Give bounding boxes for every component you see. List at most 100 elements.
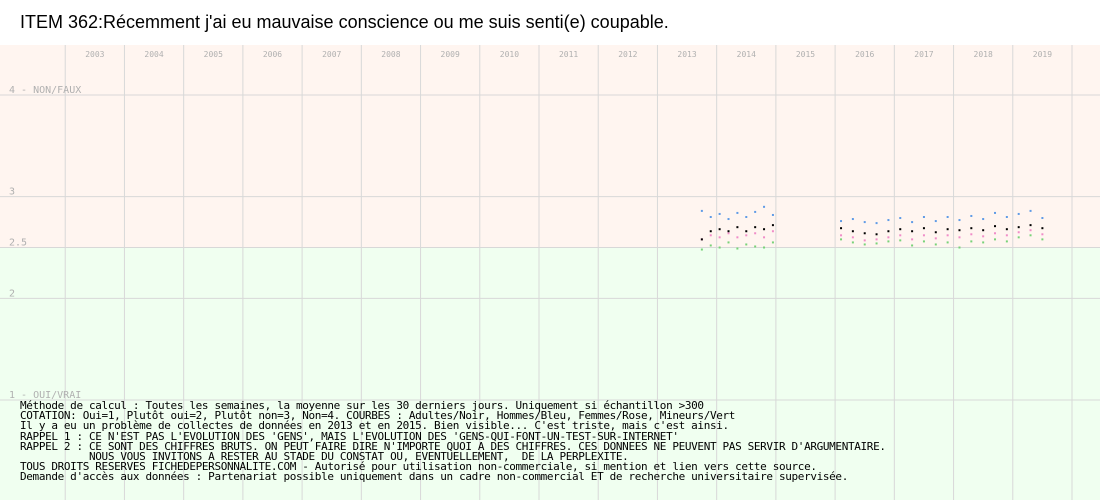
data-point [1041, 227, 1044, 230]
data-point [982, 241, 985, 244]
x-tick-label: 2014 [737, 50, 756, 59]
note-copyright: TOUS DROITS RESERVES FICHEDEPERSONNALITE… [20, 460, 817, 474]
data-point [718, 228, 721, 231]
data-point [1005, 234, 1008, 237]
x-tick-label: 2005 [204, 50, 223, 59]
x-tick-label: 2017 [914, 50, 933, 59]
data-point [1017, 236, 1020, 239]
chart-gridlines [0, 45, 1100, 500]
data-point [754, 226, 757, 229]
x-tick-label: 2015 [796, 50, 815, 59]
data-point [851, 241, 854, 244]
data-point [763, 246, 766, 249]
data-point [934, 231, 937, 234]
data-point [736, 247, 739, 250]
note-cotation: COTATION: Oui=1, Plutôt oui=2, Plutôt no… [20, 409, 736, 423]
data-point [718, 236, 721, 239]
data-point [863, 221, 866, 224]
data-point [840, 220, 843, 223]
x-axis-tick-labels: 2003 2004 2005 2006 2007 2008 2009 2010 2011 2012… [85, 50, 1052, 59]
data-point [771, 241, 774, 244]
data-point [771, 230, 774, 233]
x-tick-label: 2018 [974, 50, 993, 59]
data-point [700, 238, 703, 241]
series-hommes [700, 205, 1044, 225]
note-rappel-2: RAPPEL 2 : CE SONT DES CHIFFRES BRUTS. O… [20, 439, 886, 453]
data-point [727, 241, 730, 244]
series-femmes [700, 229, 1044, 242]
data-point [911, 230, 914, 233]
data-point [745, 234, 748, 237]
data-point [709, 244, 712, 247]
data-point [970, 233, 973, 236]
data-point [946, 241, 949, 244]
data-point [958, 236, 961, 239]
data-point [851, 218, 854, 221]
data-point [709, 216, 712, 218]
data-point [700, 209, 703, 212]
data-point [851, 230, 854, 233]
data-point [763, 205, 766, 208]
data-point [1029, 229, 1032, 232]
note-rappel-1: RAPPEL 1 : CE N'EST PAS L'EVOLUTION DES … [20, 429, 679, 443]
data-point [754, 245, 757, 248]
data-point [1029, 224, 1032, 227]
y-tick-label: 3 [9, 187, 15, 198]
data-point [922, 234, 925, 237]
data-point [727, 232, 730, 235]
data-point [745, 216, 748, 218]
data-point [1041, 233, 1044, 236]
data-point [1029, 209, 1032, 212]
data-point [899, 217, 902, 220]
data-point [1017, 226, 1020, 229]
data-point [727, 230, 730, 233]
data-point [718, 246, 721, 249]
data-point [709, 234, 712, 237]
y-tick-label: 4 - NON/FAUX [9, 85, 81, 96]
chart-title: ITEM 362:Récemment j'ai eu mauvaise cons… [20, 12, 669, 32]
data-point [922, 227, 925, 230]
data-point [863, 239, 866, 242]
data-point [994, 225, 997, 228]
x-tick-label: 2010 [500, 50, 519, 59]
data-point [736, 236, 739, 239]
data-point [875, 222, 878, 225]
x-tick-label: 2004 [144, 50, 163, 59]
data-point [946, 228, 949, 231]
x-tick-label: 2019 [1033, 50, 1052, 59]
data-point [763, 236, 766, 239]
data-point [887, 236, 890, 239]
data-point [875, 233, 878, 236]
data-point [958, 219, 961, 222]
data-point [771, 213, 774, 216]
data-point [934, 220, 937, 223]
chart-series-points [700, 205, 1044, 251]
data-point [727, 218, 730, 221]
data-point [840, 227, 843, 230]
x-tick-label: 2011 [559, 50, 578, 59]
data-point [1005, 216, 1008, 218]
data-point [994, 232, 997, 235]
data-point [887, 240, 890, 243]
data-point [922, 240, 925, 243]
data-point [736, 226, 739, 229]
data-point [718, 212, 721, 215]
data-point [994, 238, 997, 241]
data-point [911, 221, 914, 224]
data-point [863, 243, 866, 246]
data-point [736, 211, 739, 214]
y-axis-tick-labels: 4 - NON/FAUX 3 2.5 2 1 - OUI/VRAI [9, 85, 81, 401]
x-tick-label: 2009 [441, 50, 460, 59]
data-point [745, 243, 748, 246]
data-point [982, 235, 985, 238]
data-point [899, 228, 902, 231]
data-point [1005, 228, 1008, 231]
data-point [946, 216, 949, 218]
data-point [771, 224, 774, 227]
data-point [946, 234, 949, 237]
x-tick-label: 2013 [677, 50, 696, 59]
note-collection-problem: Il y a eu un problème de collectes de do… [20, 419, 729, 433]
methodology-notes: Méthode de calcul : Toutes les semaines,… [20, 400, 1095, 483]
data-point [934, 237, 937, 240]
